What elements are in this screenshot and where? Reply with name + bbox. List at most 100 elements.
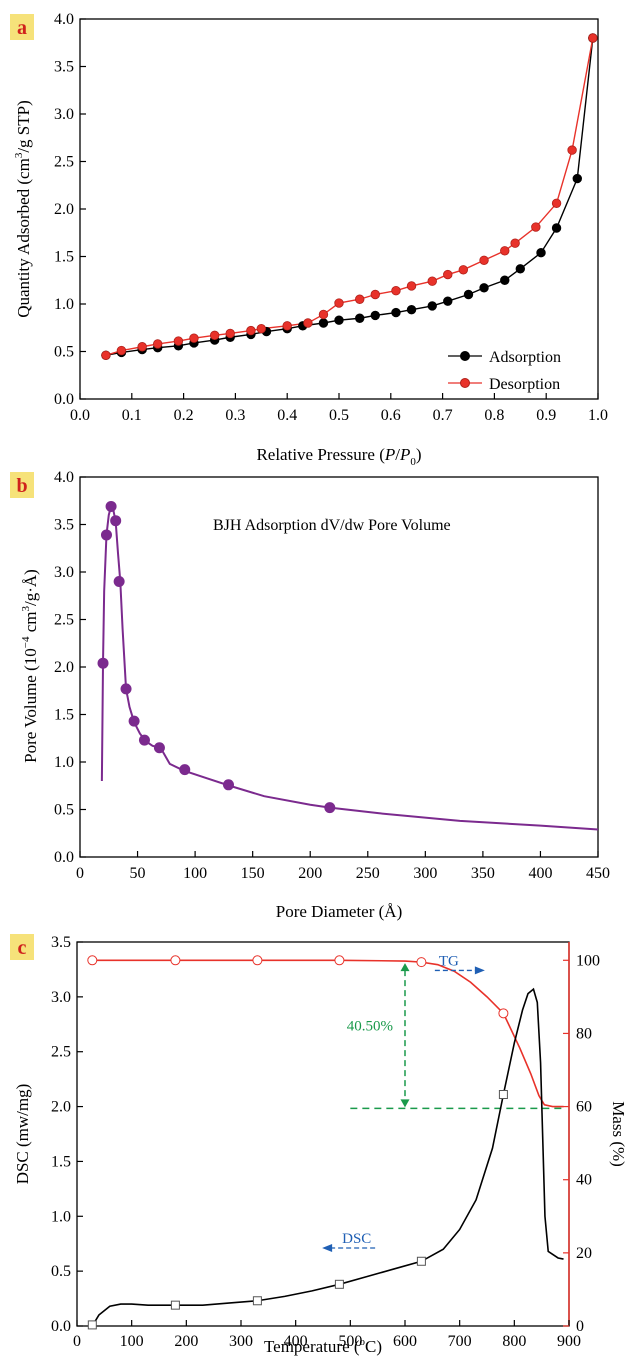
data-point-adsorption: [572, 173, 582, 184]
y-tick-label: 0.5: [54, 344, 74, 361]
x-tick-label: 300: [413, 865, 437, 882]
left-y-tick-label: 1.5: [51, 1153, 71, 1170]
data-point-pore-volume: [100, 529, 112, 541]
series-line-tg: [92, 959, 564, 1108]
data-point-desorption: [510, 238, 520, 248]
right-y-tick-label: 100: [576, 952, 600, 969]
data-point-desorption: [551, 198, 562, 209]
data-point-desorption: [479, 255, 489, 265]
data-point-desorption: [443, 269, 453, 280]
panel-c-series-lines: [91, 959, 564, 1327]
data-point-desorption: [256, 324, 267, 334]
panel-b-ylabel-sup: −4: [20, 636, 32, 648]
data-point-desorption: [209, 330, 220, 341]
data-point-desorption: [246, 325, 256, 336]
panel-a-series-lines: [105, 37, 594, 356]
panel-a-xlabel-i2: P: [399, 445, 410, 464]
data-point-tg: [170, 955, 181, 966]
data-point-adsorption: [463, 289, 474, 300]
left-y-tick-label: 0.5: [51, 1263, 71, 1280]
data-point-desorption: [427, 276, 437, 286]
panel-a-xlabel-pre: Relative Pressure (: [256, 445, 385, 464]
panel-c-right-y-ticks: 0 20 40 60 80 100: [563, 952, 600, 1335]
data-point-tg: [87, 955, 98, 966]
x-tick-label: 900: [557, 1333, 581, 1350]
panel-a-ylabel-pre: Quantity Adsorbed (cm: [14, 158, 33, 318]
panel-c: c 0 100 200 300 400 500 600 700 800 900 0.00.51.0…: [10, 934, 627, 1356]
left-y-tick-label: 1.0: [51, 1208, 71, 1225]
right-y-tick-label: 0: [576, 1318, 584, 1335]
x-tick-label: 300: [229, 1333, 253, 1350]
data-point-pore-volume: [138, 734, 150, 746]
y-tick-label: 1.0: [54, 754, 74, 771]
y-tick-label: 2.5: [54, 612, 74, 629]
x-tick-label: 800: [502, 1333, 526, 1350]
left-y-tick-label: 3.0: [51, 989, 71, 1006]
data-point-desorption: [173, 336, 184, 346]
panel-b-chart-title: BJH Adsorption dV/dw Pore Volume: [213, 517, 451, 534]
data-point-dsc: [170, 1300, 180, 1310]
data-point-tg: [416, 957, 427, 968]
panel-c-badge: [10, 934, 34, 960]
left-y-tick-label: 3.5: [51, 934, 71, 951]
x-tick-label: 200: [174, 1333, 198, 1350]
x-tick-label: 500: [338, 1333, 362, 1350]
x-tick-label: 0.4: [277, 407, 297, 424]
panel-b-x-ticks: 0 50 100 150 200 250 300 350 400 450: [76, 851, 610, 882]
tg-series-label: TG: [439, 953, 459, 969]
legend-desorption-marker: [460, 378, 470, 388]
data-point-desorption: [116, 345, 127, 356]
panel-c-series-markers: [87, 955, 509, 1330]
data-point-tg: [498, 1008, 509, 1019]
panel-b-frame: [79, 476, 599, 858]
data-point-pore-volume: [120, 683, 132, 695]
panel-c-left-y-ticks: 0.0 0.5 1.0 1.5 2.0 2.5 3.0 3.5: [51, 934, 83, 1335]
data-point-desorption: [500, 246, 510, 256]
x-tick-label: 150: [241, 865, 265, 882]
data-point-desorption: [318, 309, 329, 320]
series-line-desorption: [105, 37, 594, 356]
panel-c-x-axis-title: Temperature (oC): [264, 1336, 382, 1356]
x-tick-label: 1.0: [588, 407, 608, 424]
data-point-desorption: [567, 145, 577, 155]
y-tick-label: 3.5: [54, 517, 74, 534]
panel-a-xlabel-i1: P: [384, 445, 395, 464]
data-point-desorption: [355, 294, 365, 304]
panel-a-letter: a: [17, 17, 27, 39]
panel-c-left-y-axis-title: DSC (mw/mg): [13, 1084, 32, 1185]
legend-adsorption-marker: [460, 351, 470, 361]
data-point-pore-volume: [128, 715, 140, 727]
x-tick-label: 200: [298, 865, 322, 882]
data-point-pore-volume: [105, 500, 117, 512]
y-tick-label: 1.5: [54, 249, 74, 266]
data-point-tg: [252, 955, 263, 966]
x-tick-label: 350: [471, 865, 495, 882]
x-tick-label: 400: [528, 865, 552, 882]
data-point-desorption: [152, 339, 163, 349]
data-point-pore-volume: [324, 802, 336, 814]
data-point-desorption: [370, 289, 380, 300]
data-point-pore-volume: [97, 657, 109, 669]
panel-a-legend: Adsorption Desorption: [448, 349, 561, 393]
x-tick-label: 0.7: [433, 407, 453, 424]
panel-c-right-y-axis-title: Mass (%): [609, 1101, 627, 1167]
series-line-dsc: [91, 987, 564, 1327]
data-point-tg: [334, 955, 345, 966]
panel-a-y-ticks: 0.0 0.5 1.0 1.5 2.0 2.5 3.0 3.5 4.0: [54, 11, 86, 408]
data-point-adsorption: [318, 318, 329, 328]
panel-a: a 0.0 0.1 0.2 0.3 0.4 0.5 0.6 0.7 0.8 0.9 1.0 0.00…: [10, 11, 608, 468]
x-tick-label: 0.0: [70, 407, 90, 424]
y-tick-label: 1.5: [54, 707, 74, 724]
data-point-pore-volume: [153, 742, 165, 754]
data-point-dsc: [334, 1279, 344, 1289]
left-y-tick-label: 2.0: [51, 1099, 71, 1116]
y-tick-label: 3.0: [54, 564, 74, 581]
data-point-dsc: [87, 1320, 97, 1330]
x-tick-label: 600: [393, 1333, 417, 1350]
data-point-dsc: [416, 1256, 426, 1266]
x-tick-label: 100: [120, 1333, 144, 1350]
data-point-pore-volume: [222, 779, 234, 791]
data-point-pore-volume: [113, 576, 125, 587]
right-y-tick-label: 60: [576, 1099, 592, 1116]
